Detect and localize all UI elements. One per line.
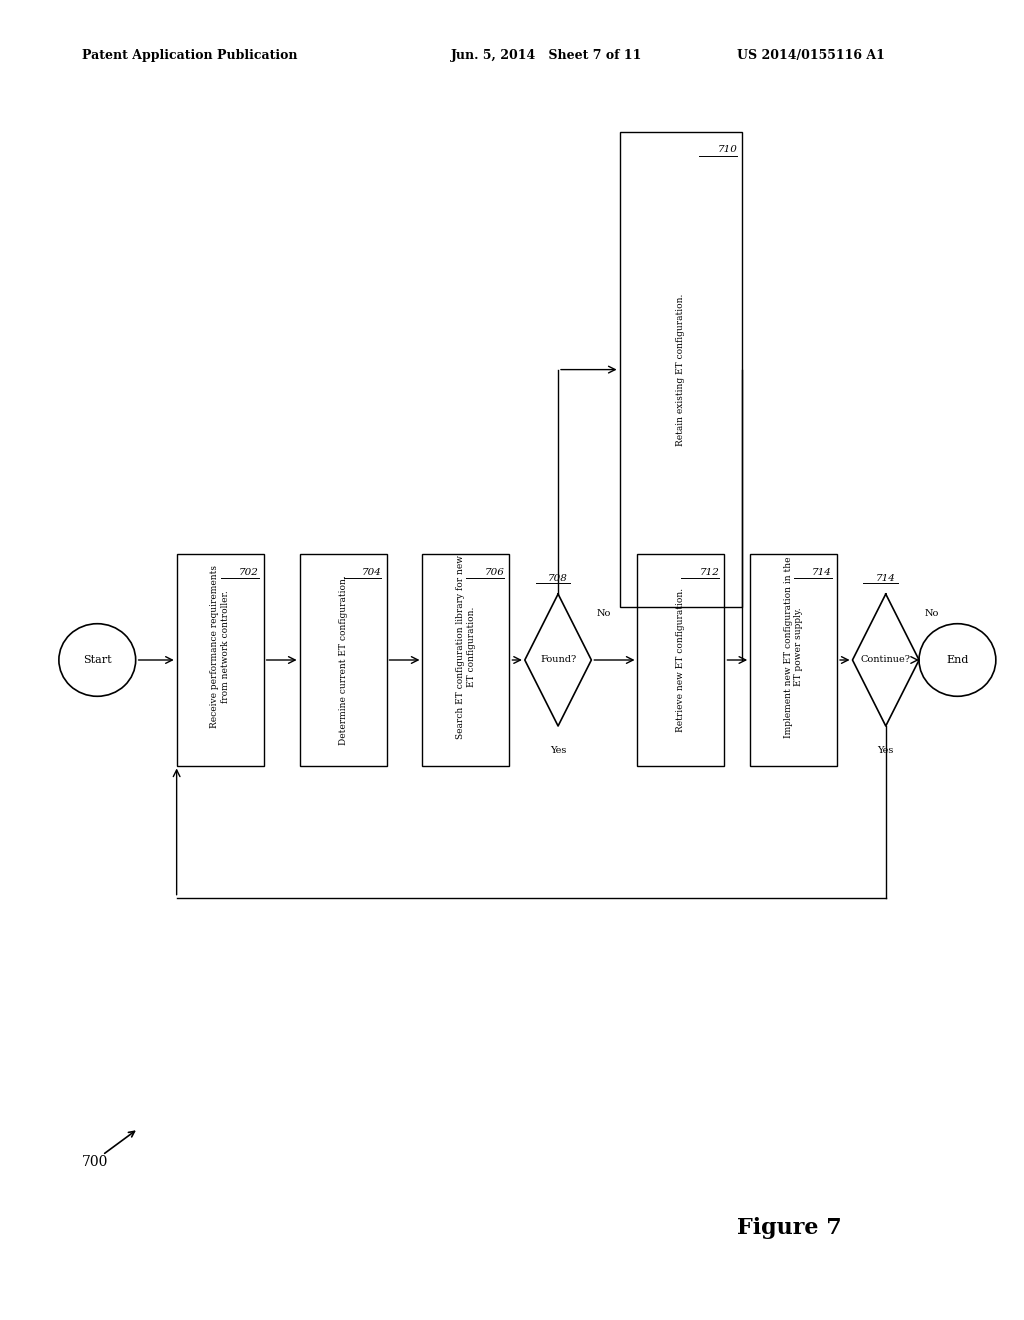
Text: Receive performance requirements
from network controller.: Receive performance requirements from ne… — [211, 565, 229, 729]
Text: End: End — [946, 655, 969, 665]
Text: Continue?: Continue? — [861, 656, 910, 664]
Text: Patent Application Publication: Patent Application Publication — [82, 49, 297, 62]
Text: 710: 710 — [718, 145, 737, 154]
Text: Yes: Yes — [550, 746, 566, 755]
Text: 702: 702 — [239, 568, 258, 577]
Text: Determine current ET configuration.: Determine current ET configuration. — [339, 576, 347, 744]
Text: 700: 700 — [82, 1155, 109, 1168]
Text: US 2014/0155116 A1: US 2014/0155116 A1 — [737, 49, 885, 62]
Text: Jun. 5, 2014   Sheet 7 of 11: Jun. 5, 2014 Sheet 7 of 11 — [451, 49, 642, 62]
Text: Found?: Found? — [540, 656, 577, 664]
Text: Search ET configuration library for new
ET configuration.: Search ET configuration library for new … — [457, 554, 475, 739]
Text: Start: Start — [83, 655, 112, 665]
Text: Yes: Yes — [878, 746, 894, 755]
Text: Implement new ET configuration in the
ET power supply.: Implement new ET configuration in the ET… — [784, 556, 803, 738]
Text: No: No — [596, 610, 611, 618]
Text: No: No — [924, 610, 939, 618]
Text: Figure 7: Figure 7 — [737, 1217, 842, 1238]
Text: Retrieve new ET configuration.: Retrieve new ET configuration. — [677, 587, 685, 733]
Text: 708: 708 — [548, 574, 568, 583]
Text: 712: 712 — [699, 568, 719, 577]
Text: 706: 706 — [484, 568, 504, 577]
Text: 714: 714 — [812, 568, 831, 577]
Text: 714: 714 — [876, 574, 896, 583]
Text: 704: 704 — [361, 568, 381, 577]
Text: Retain existing ET configuration.: Retain existing ET configuration. — [677, 293, 685, 446]
